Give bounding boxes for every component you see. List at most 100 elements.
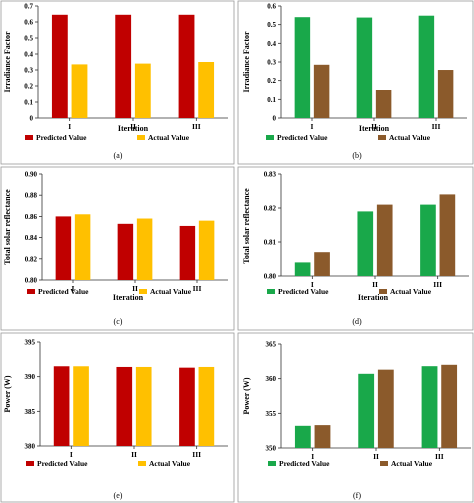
x-tick-label: III xyxy=(192,450,201,459)
bar-actual xyxy=(439,194,456,276)
chart-panel-f: Power (W) (f) 350 355 360 365 I II III Predicte… xyxy=(237,332,474,503)
y-tick-label: 0.90 xyxy=(25,171,38,179)
legend-label-actual: Actual Value xyxy=(389,133,431,142)
y-axis-label: Power (W) xyxy=(242,377,251,414)
y-tick-label: 0.6 xyxy=(24,19,33,27)
panel-label: (f) xyxy=(353,491,361,500)
panel-label: (d) xyxy=(352,317,362,326)
y-tick-label: 380 xyxy=(25,443,36,451)
bar-predicted xyxy=(294,425,311,448)
bar-predicted xyxy=(178,14,195,118)
bar-predicted xyxy=(51,14,68,118)
bar-actual xyxy=(376,204,393,276)
x-tick-label: II xyxy=(371,122,377,131)
y-tick-label: 350 xyxy=(266,445,277,453)
x-tick-label: II xyxy=(373,452,379,461)
y-axis-label: Total solar reflectance xyxy=(242,188,251,264)
bar-actual xyxy=(198,62,215,118)
x-tick-label: II xyxy=(372,280,378,289)
y-tick-label: 0.7 xyxy=(24,3,33,11)
x-tick-label: I xyxy=(311,452,314,461)
legend-swatch-predicted xyxy=(267,289,275,294)
bar-actual xyxy=(314,425,331,448)
y-tick-label: 0.1 xyxy=(24,99,33,107)
y-tick-label: 0.3 xyxy=(24,67,33,75)
bar-predicted xyxy=(117,223,134,280)
y-tick-label: 0.84 xyxy=(25,234,38,242)
bar-predicted xyxy=(179,367,195,446)
chart-d-svg: Iteration Total solar reflectance (d) 0.… xyxy=(237,166,474,331)
legend-label-predicted: Predicted Value xyxy=(278,287,329,296)
bar-actual xyxy=(135,366,152,446)
legend-label-actual: Actual Value xyxy=(149,459,191,468)
y-tick-label: 365 xyxy=(266,341,277,349)
bar-predicted xyxy=(179,225,196,280)
bar-actual xyxy=(441,364,458,448)
x-tick-label: II xyxy=(130,122,136,131)
y-tick-label: 0.88 xyxy=(25,192,38,200)
y-tick-label: 0 xyxy=(273,115,277,123)
legend-swatch-predicted xyxy=(266,135,274,140)
x-axis-label: Iteration xyxy=(113,293,144,302)
bar-actual xyxy=(136,218,153,280)
bar-actual xyxy=(313,64,330,118)
y-axis-label: Irradiance Factor xyxy=(242,31,251,93)
x-tick-label: I xyxy=(72,284,75,293)
chart-panel-d: Iteration Total solar reflectance (d) 0.… xyxy=(237,166,474,331)
x-tick-label: II xyxy=(132,284,138,293)
x-tick-label: I xyxy=(311,280,314,289)
y-tick-label: 0 xyxy=(30,115,34,123)
y-tick-label: 0.4 xyxy=(24,51,33,59)
legend-swatch-actual xyxy=(139,289,147,294)
bar-predicted xyxy=(116,366,133,446)
x-tick-label: III xyxy=(433,280,442,289)
y-tick-label: 390 xyxy=(25,373,36,381)
panel-frame xyxy=(237,332,474,503)
legend-swatch-actual xyxy=(137,135,145,140)
bar-predicted xyxy=(418,15,435,119)
y-tick-label: 0.81 xyxy=(264,239,277,247)
y-tick-label: 0.5 xyxy=(267,21,276,29)
x-tick-label: III xyxy=(192,122,201,131)
x-axis-label: Iteration xyxy=(359,124,390,133)
bar-actual xyxy=(375,90,392,118)
panel-frame xyxy=(0,166,235,331)
y-tick-label: 355 xyxy=(266,410,277,418)
y-tick-label: 0.2 xyxy=(267,77,276,85)
panel-frame xyxy=(237,0,474,165)
bar-predicted xyxy=(421,366,438,448)
panel-frame xyxy=(0,0,235,165)
legend-label-actual: Actual Value xyxy=(150,287,192,296)
bar-actual xyxy=(74,214,91,280)
bar-actual xyxy=(377,369,394,448)
y-tick-label: 0.5 xyxy=(24,35,33,43)
legend-label-predicted: Predicted Value xyxy=(279,459,330,468)
legend-label-actual: Actual Value xyxy=(148,133,190,142)
y-tick-label: 0.80 xyxy=(264,273,277,281)
x-tick-label: III xyxy=(432,122,441,131)
chart-panel-b: Iteration Irradiance Factor (b) 0 0.1 0.2 0… xyxy=(237,0,474,165)
bar-predicted xyxy=(357,211,374,276)
legend-label-predicted: Predicted Value xyxy=(277,133,328,142)
y-tick-label: 0.86 xyxy=(25,213,38,221)
legend-label-predicted: Predicted Value xyxy=(38,287,89,296)
x-tick-label: I xyxy=(70,450,73,459)
bar-actual xyxy=(314,252,330,276)
y-tick-label: 0.80 xyxy=(25,277,38,285)
legend-swatch-predicted xyxy=(26,461,34,466)
panel-label: (a) xyxy=(114,151,123,160)
x-tick-label: III xyxy=(435,452,444,461)
y-tick-label: 0.3 xyxy=(267,59,276,67)
chart-panel-c: Iteration Total solar reflectance (c) 0.… xyxy=(0,166,235,331)
legend-label-actual: Actual Value xyxy=(390,287,432,296)
y-tick-label: 395 xyxy=(25,339,36,347)
y-tick-label: 360 xyxy=(266,375,277,383)
x-axis-label: Iteration xyxy=(118,124,149,133)
legend-swatch-predicted xyxy=(27,289,35,294)
panel-label: (b) xyxy=(352,151,362,160)
y-tick-label: 385 xyxy=(25,408,36,416)
bar-predicted xyxy=(358,373,375,448)
bar-actual xyxy=(134,63,151,118)
